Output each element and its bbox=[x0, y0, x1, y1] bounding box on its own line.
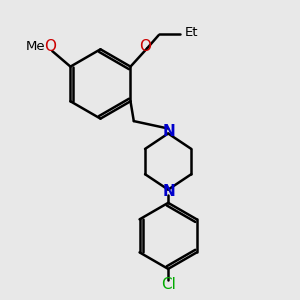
Text: Et: Et bbox=[185, 26, 198, 39]
Text: O: O bbox=[45, 39, 57, 54]
Text: Cl: Cl bbox=[161, 277, 176, 292]
Text: O: O bbox=[140, 39, 152, 54]
Text: Me: Me bbox=[25, 40, 45, 53]
Text: N: N bbox=[162, 184, 175, 199]
Text: N: N bbox=[162, 124, 175, 139]
